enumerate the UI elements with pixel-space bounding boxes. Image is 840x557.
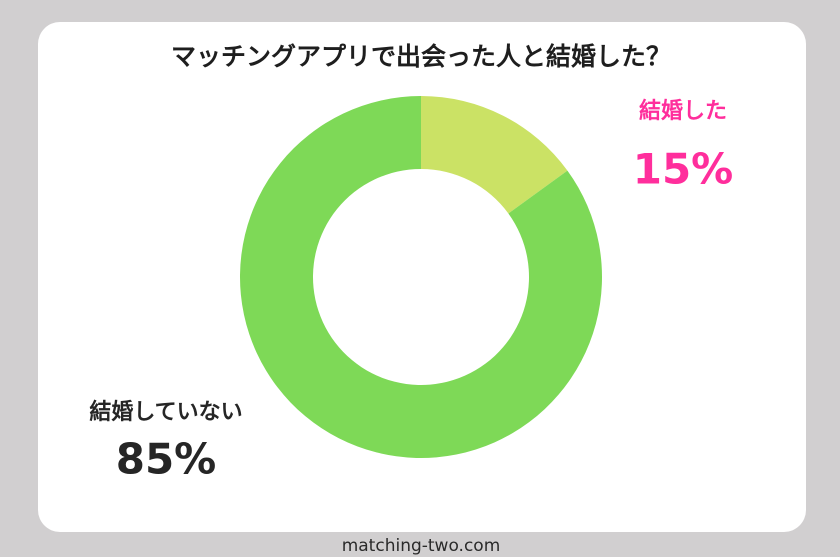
donut-slice	[240, 96, 602, 458]
chart-title: マッチングアプリで出会った人と結婚した？	[171, 42, 671, 71]
card	[38, 22, 806, 532]
value-label: 85%	[116, 435, 217, 484]
source: matching-two.com	[342, 536, 501, 556]
slice-label: 結婚した	[639, 98, 727, 124]
value-label: 15%	[633, 145, 734, 194]
donut-slice	[421, 96, 568, 214]
slice-label: 結婚していない	[89, 399, 242, 425]
